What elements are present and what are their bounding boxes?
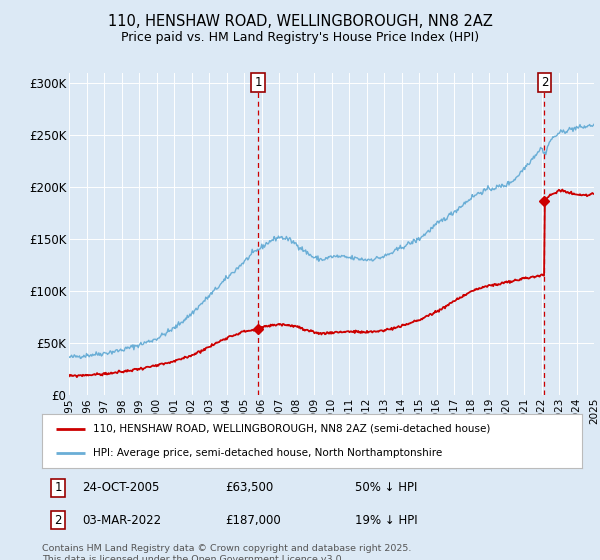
- Text: 1: 1: [254, 76, 262, 89]
- Text: 110, HENSHAW ROAD, WELLINGBOROUGH, NN8 2AZ: 110, HENSHAW ROAD, WELLINGBOROUGH, NN8 2…: [107, 14, 493, 29]
- Text: HPI: Average price, semi-detached house, North Northamptonshire: HPI: Average price, semi-detached house,…: [94, 448, 443, 458]
- Text: 03-MAR-2022: 03-MAR-2022: [83, 514, 161, 526]
- Text: 24-OCT-2005: 24-OCT-2005: [83, 482, 160, 494]
- Text: 110, HENSHAW ROAD, WELLINGBOROUGH, NN8 2AZ (semi-detached house): 110, HENSHAW ROAD, WELLINGBOROUGH, NN8 2…: [94, 424, 491, 434]
- Text: 2: 2: [55, 514, 62, 526]
- Text: 19% ↓ HPI: 19% ↓ HPI: [355, 514, 418, 526]
- Text: 1: 1: [55, 482, 62, 494]
- Text: 50% ↓ HPI: 50% ↓ HPI: [355, 482, 418, 494]
- Text: 2: 2: [541, 76, 548, 89]
- Text: £63,500: £63,500: [226, 482, 274, 494]
- Text: Price paid vs. HM Land Registry's House Price Index (HPI): Price paid vs. HM Land Registry's House …: [121, 31, 479, 44]
- Text: Contains HM Land Registry data © Crown copyright and database right 2025.
This d: Contains HM Land Registry data © Crown c…: [42, 544, 412, 560]
- Text: £187,000: £187,000: [226, 514, 281, 526]
